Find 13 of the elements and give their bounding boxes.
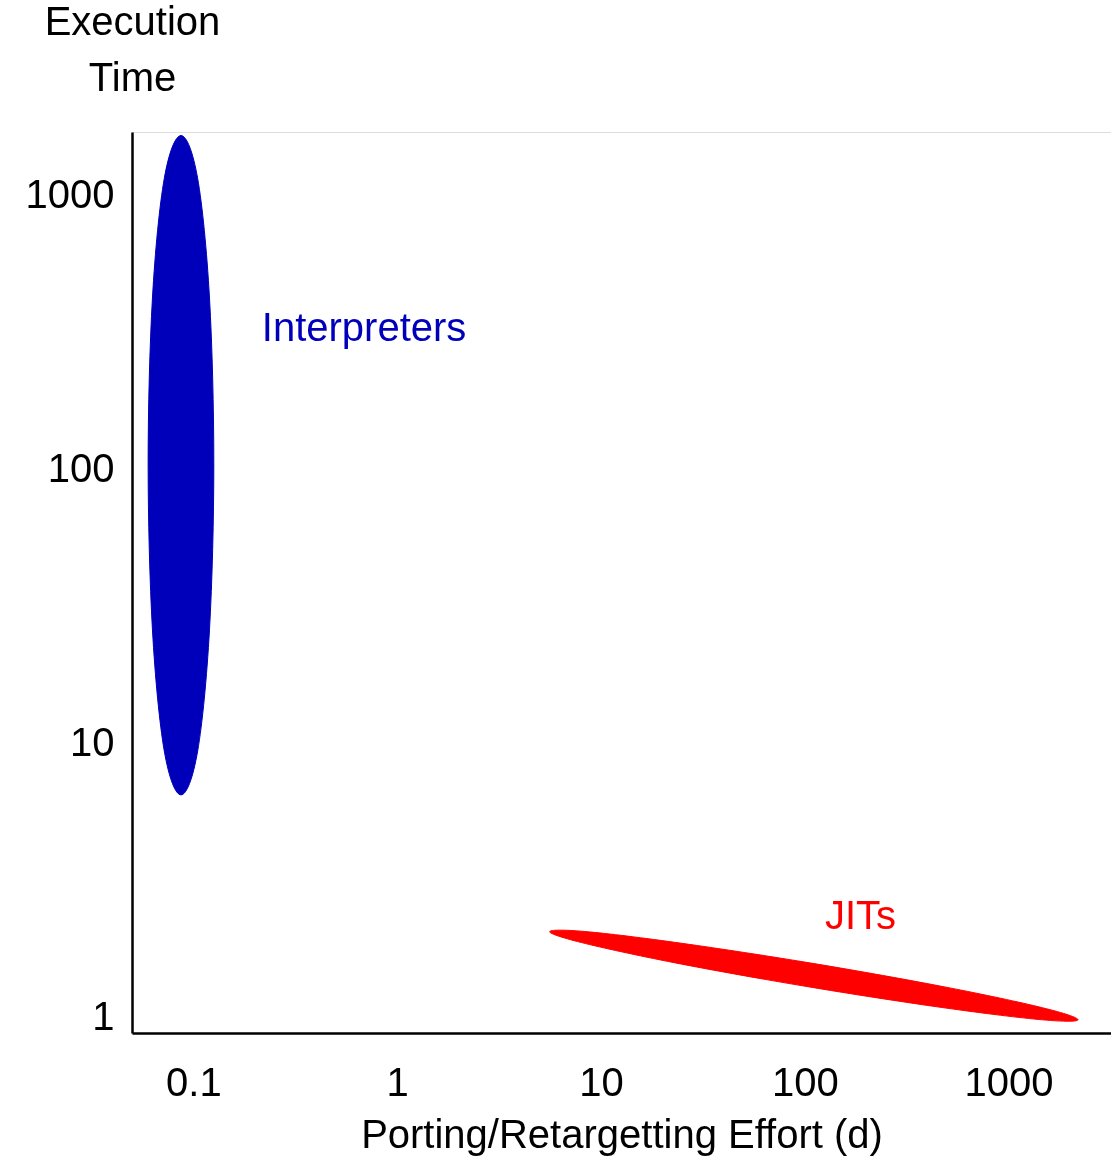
x-axis-title: Porting/Retargetting Effort (d)	[361, 1111, 883, 1156]
series-label: JITs	[824, 892, 897, 937]
y-tick-label: 1	[92, 994, 115, 1039]
x-tick-label: 1000	[964, 1059, 1054, 1104]
x-tick-label: 100	[771, 1059, 839, 1104]
y-tick-label: 10	[70, 720, 115, 765]
x-tick-label: 0.1	[166, 1059, 222, 1104]
x-tick-label: 10	[579, 1059, 624, 1104]
x-tick-label: 1	[386, 1059, 409, 1104]
y-axis-title: Execution Time	[44, 0, 221, 99]
series-label: Interpreters	[261, 304, 467, 349]
y-tick-label: 1000	[25, 171, 115, 216]
y-tick-label: 100	[47, 445, 115, 490]
